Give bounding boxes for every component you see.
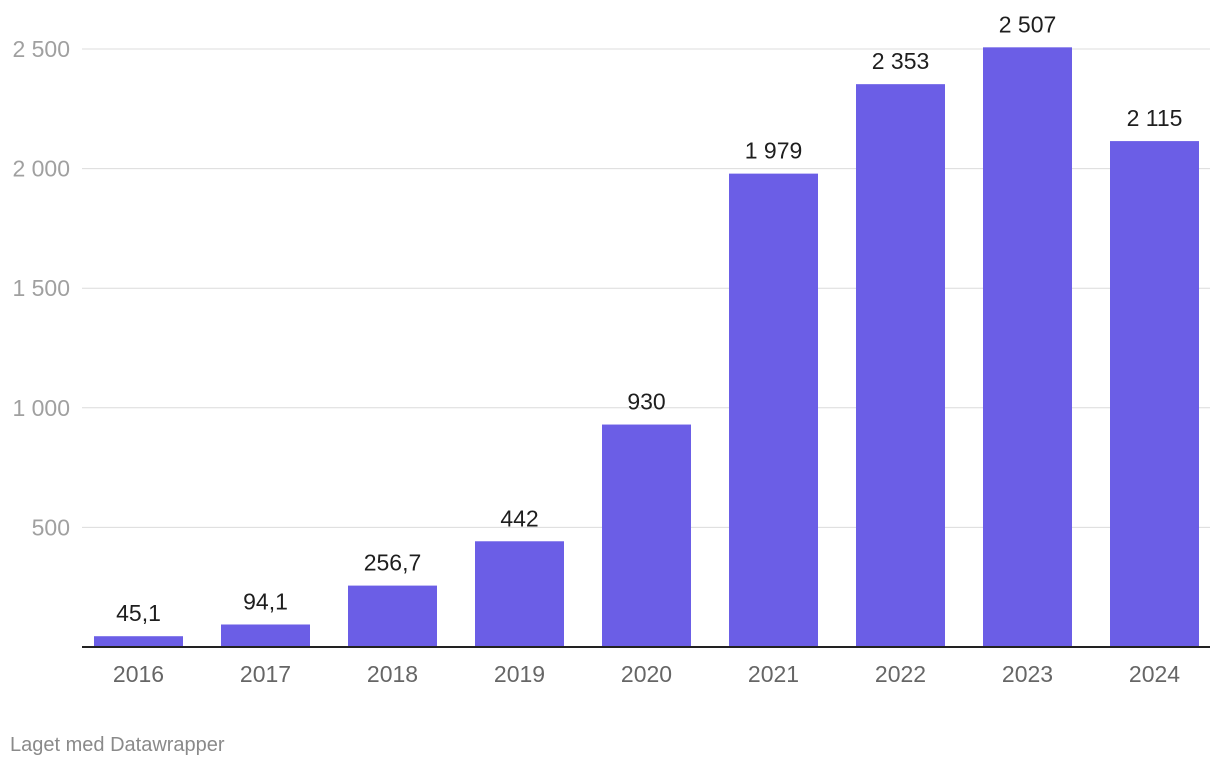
bar-2021 [729, 173, 818, 647]
value-label: 45,1 [116, 600, 161, 626]
datawrapper-credit: Laget med Datawrapper [10, 734, 225, 756]
x-tick-label: 2024 [1129, 661, 1180, 687]
x-tick-label: 2021 [748, 661, 799, 687]
value-label: 256,7 [364, 550, 422, 576]
x-tick-label: 2016 [113, 661, 164, 687]
y-tick-label: 2 500 [12, 36, 70, 62]
bars [94, 47, 1199, 648]
value-label: 1 979 [745, 138, 803, 164]
y-tick-label: 1 500 [12, 275, 70, 301]
bar-2022 [856, 84, 945, 647]
x-tick-label: 2017 [240, 661, 291, 687]
bar-2023 [983, 47, 1072, 647]
x-tick-label: 2019 [494, 661, 545, 687]
bar-2017 [221, 624, 310, 647]
x-tick-label: 2020 [621, 661, 672, 687]
bar-2016 [94, 636, 183, 647]
axes: 500 1 000 1 500 2 000 2 500 2016 2017 2018 2019 2… [12, 36, 1210, 687]
x-tick-label: 2023 [1002, 661, 1053, 687]
bar-2020 [602, 424, 691, 647]
value-label: 930 [627, 389, 665, 415]
value-label: 2 353 [872, 48, 930, 74]
bar-2024 [1110, 141, 1199, 648]
x-tick-label: 2022 [875, 661, 926, 687]
bar-2018 [348, 585, 437, 647]
bar-2019 [475, 541, 564, 647]
x-tick-label: 2018 [367, 661, 418, 687]
y-tick-label: 1 000 [12, 395, 70, 421]
value-label: 2 115 [1127, 105, 1183, 131]
value-label: 94,1 [243, 588, 288, 614]
value-labels: 45,1 94,1 256,7 442 930 1 979 2 353 2 507 2 115 [116, 11, 1182, 626]
y-tick-label: 2 000 [12, 156, 70, 182]
y-tick-label: 500 [32, 514, 70, 540]
value-label: 442 [500, 505, 538, 531]
value-label: 2 507 [999, 11, 1057, 37]
